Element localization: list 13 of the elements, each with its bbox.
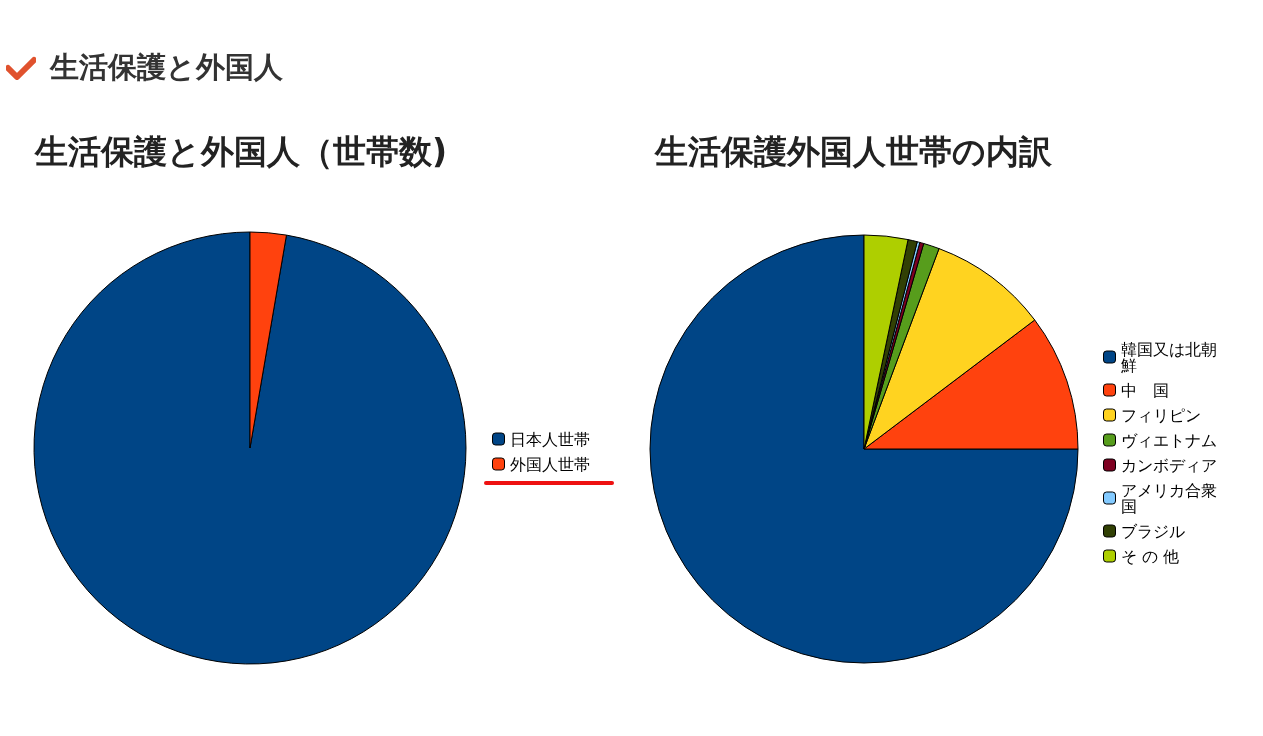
legend-label: ブラジル xyxy=(1120,521,1185,541)
legend-label: アメリカ合衆国 xyxy=(1120,480,1217,516)
legend-label: フィリピン xyxy=(1120,405,1201,425)
legend-label: そ の 他 xyxy=(1120,546,1179,566)
legend-label: 外国人世帯 xyxy=(509,454,590,474)
legend-label: ヴィエトナム xyxy=(1120,430,1217,450)
legend-label: 韓国又は北朝鮮 xyxy=(1120,339,1217,375)
chart-title: 生活保護と外国人（世帯数) xyxy=(34,132,448,171)
chart-title: 生活保護外国人世帯の内訳 xyxy=(654,132,1053,171)
legend-label: 日本人世帯 xyxy=(509,429,590,449)
legend-label: カンボディア xyxy=(1120,455,1217,475)
legend-label: 中 国 xyxy=(1120,380,1169,400)
text: 生活保護と外国人 xyxy=(50,49,283,86)
